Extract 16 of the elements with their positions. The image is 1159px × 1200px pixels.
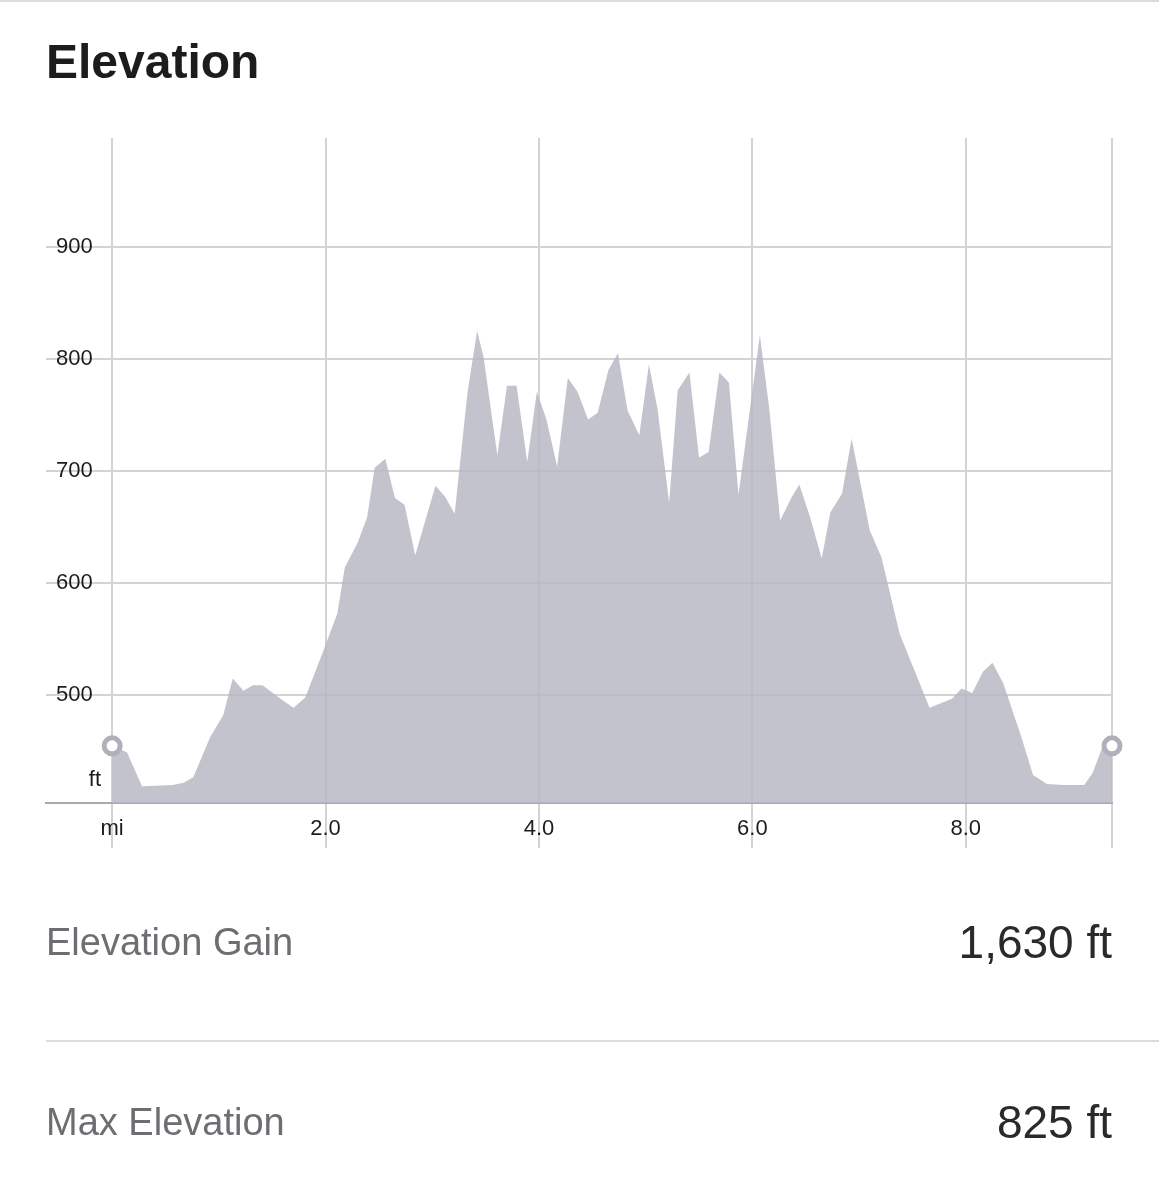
text: Max Elevation: [46, 1100, 285, 1144]
y-tick-label: 900: [56, 232, 93, 258]
x-tick-label: 8.0: [950, 815, 982, 841]
x-tick-label: 4.0: [523, 815, 555, 841]
text: 825 ft: [996, 1095, 1112, 1149]
y-axis-title: ft: [88, 766, 101, 792]
x-tick-label: mi: [100, 815, 124, 841]
y-tick-label: 700: [56, 457, 93, 483]
chart-title: Elevation: [46, 35, 260, 88]
y-tick-label: 600: [56, 569, 93, 595]
x-tick-label: 6.0: [737, 815, 768, 841]
text: 1,630 ft: [958, 915, 1112, 969]
y-tick-label: 800: [56, 344, 93, 370]
x-tick-label: 2.0: [310, 815, 341, 841]
text: Elevation Gain: [46, 920, 294, 964]
y-tick-label: 500: [56, 681, 93, 707]
